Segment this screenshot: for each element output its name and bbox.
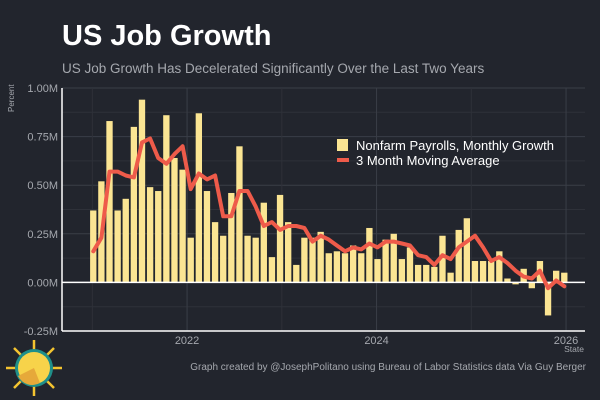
bar <box>358 253 365 283</box>
bar <box>211 222 219 283</box>
bar <box>528 282 535 289</box>
bar <box>414 264 422 283</box>
bar <box>471 261 479 283</box>
chart-subtitle: US Job Growth Has Decelerated Significan… <box>62 61 485 76</box>
bar <box>130 126 138 283</box>
bar <box>488 261 495 283</box>
bar <box>268 257 276 283</box>
y-tick-label: 0.75M <box>27 132 58 144</box>
bar <box>138 99 146 283</box>
bar <box>114 210 121 283</box>
bar <box>561 272 568 283</box>
x-tick-label: 2026 <box>554 335 578 347</box>
bar <box>155 191 162 283</box>
y-tick-label: -0.25M <box>24 326 58 338</box>
bar <box>203 191 211 283</box>
bar <box>301 237 308 283</box>
source-credit: Graph created by @JosephPolitano using B… <box>190 362 586 373</box>
moving-average-line <box>91 136 567 291</box>
bar <box>244 235 251 283</box>
bar <box>179 169 186 283</box>
bar <box>236 146 243 283</box>
bar <box>187 237 194 283</box>
bar <box>252 237 259 283</box>
bar <box>220 235 227 283</box>
bar <box>479 261 487 283</box>
bar <box>366 227 373 283</box>
bar <box>439 235 446 283</box>
legend-swatch-bars <box>337 139 348 151</box>
bar <box>325 253 332 283</box>
bar <box>90 210 97 283</box>
bar <box>195 113 203 283</box>
y-tick-label: 1.00M <box>27 83 58 95</box>
bar <box>390 233 397 283</box>
bar <box>431 266 438 283</box>
x-tick-label: 2024 <box>364 335 388 347</box>
y-tick-label: 0.25M <box>27 229 58 241</box>
bar <box>349 245 357 283</box>
bar <box>447 272 454 283</box>
bar <box>553 270 560 283</box>
legend: Nonfarm Payrolls, Monthly Growth 3 Month… <box>337 138 554 168</box>
bar <box>504 278 511 283</box>
chart-title: US Job Growth <box>62 20 272 52</box>
y-tick-label: 0.50M <box>27 180 58 192</box>
bar <box>163 115 170 283</box>
bar <box>317 231 324 283</box>
x-axis-label: State <box>564 344 584 354</box>
bar <box>276 194 284 283</box>
y-axis-label: Percent <box>7 84 16 112</box>
bar <box>341 253 349 283</box>
legend-label-line: 3 Month Moving Average <box>356 153 500 168</box>
bar <box>406 247 414 283</box>
bar <box>285 222 292 283</box>
bar <box>146 187 154 283</box>
bar <box>496 251 503 283</box>
bar <box>374 259 381 283</box>
bar <box>382 239 389 283</box>
y-tick-label: 0.00M <box>27 277 58 289</box>
bar <box>293 264 300 283</box>
bar <box>122 198 129 283</box>
bar <box>512 282 519 285</box>
bar <box>463 218 471 283</box>
bar <box>544 282 552 316</box>
bar <box>260 202 267 283</box>
bar <box>228 192 235 283</box>
bar <box>333 251 341 283</box>
bar <box>455 229 462 283</box>
bar <box>171 157 178 283</box>
bar <box>309 237 316 283</box>
sun-logo <box>6 340 62 396</box>
legend-label-bars: Nonfarm Payrolls, Monthly Growth <box>356 138 554 153</box>
bar <box>398 259 406 283</box>
bar <box>106 121 113 283</box>
bar <box>423 264 430 283</box>
x-tick-label: 2022 <box>175 335 199 347</box>
